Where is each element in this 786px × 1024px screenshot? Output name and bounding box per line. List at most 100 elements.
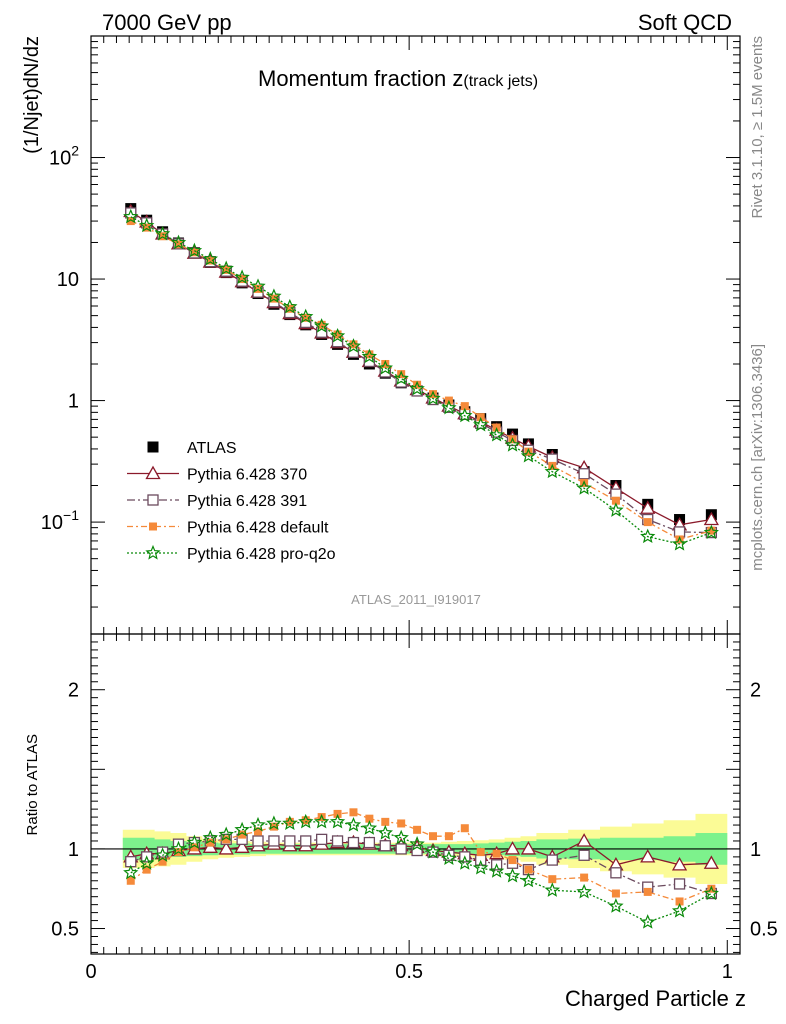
ratio-point bbox=[156, 846, 169, 858]
top-point bbox=[457, 407, 473, 423]
top-point bbox=[190, 248, 199, 257]
ratio-point bbox=[139, 855, 155, 870]
top-point bbox=[611, 496, 620, 505]
ratio-point bbox=[234, 839, 250, 853]
top-point bbox=[397, 370, 406, 379]
top-series-4 bbox=[123, 208, 719, 551]
legend-item: Pythia 6.428 pro-q2o bbox=[127, 544, 336, 563]
top-point bbox=[218, 260, 234, 276]
legend-label: Pythia 6.428 391 bbox=[187, 493, 307, 510]
ratio-point bbox=[206, 838, 215, 847]
ratio-point bbox=[643, 887, 652, 896]
top-point bbox=[524, 447, 533, 456]
top-panel-frame bbox=[90, 35, 741, 635]
ratio-point bbox=[238, 830, 247, 839]
ratio-y-tick-label-left: 0.5 bbox=[51, 919, 79, 941]
top-point bbox=[578, 468, 590, 480]
ratio-point bbox=[365, 814, 374, 823]
ratio-point bbox=[508, 856, 517, 865]
legend-item: Pythia 6.428 default bbox=[127, 520, 329, 537]
ratio-point bbox=[254, 827, 263, 836]
ratio-point bbox=[460, 824, 469, 833]
ratio-y-tick-label-right: 0.5 bbox=[750, 919, 778, 941]
top-point bbox=[640, 500, 656, 514]
ratio-point bbox=[610, 867, 622, 879]
ratio-point bbox=[457, 855, 473, 870]
ratio-point bbox=[397, 819, 406, 828]
ratio-point bbox=[218, 841, 234, 855]
top-point bbox=[409, 380, 425, 396]
top-point bbox=[640, 528, 656, 544]
ratio-point bbox=[703, 885, 719, 901]
ratio-point bbox=[361, 820, 378, 835]
top-point bbox=[608, 502, 624, 517]
ratio-point bbox=[186, 834, 203, 850]
ratio-y-tick-label-right: 1 bbox=[750, 839, 761, 861]
top-point bbox=[473, 416, 489, 432]
legend-item: Pythia 6.428 391 bbox=[127, 493, 307, 510]
top-point bbox=[544, 463, 560, 479]
top-point bbox=[441, 399, 457, 415]
ratio-point bbox=[282, 815, 298, 830]
legend-label: Pythia 6.428 default bbox=[187, 520, 329, 537]
ratio-point bbox=[411, 844, 423, 857]
ratio-point bbox=[154, 847, 171, 862]
top-point bbox=[381, 359, 390, 368]
ratio-y-tick-label-right: 2 bbox=[750, 680, 761, 702]
mcplots-label: mcplots.cern.ch [arXiv:1306.3436] bbox=[749, 344, 766, 571]
ratio-point bbox=[492, 849, 501, 858]
ratio-point bbox=[252, 835, 264, 847]
ratio-point bbox=[548, 875, 557, 884]
energy-label: 7000 GeV pp bbox=[102, 10, 232, 35]
ratio-point bbox=[444, 832, 453, 841]
top-point bbox=[317, 320, 326, 329]
top-y-tick-label: 10 bbox=[57, 269, 79, 291]
ratio-point bbox=[671, 902, 688, 918]
tick-label-base: 10 bbox=[57, 269, 79, 291]
top-point bbox=[365, 350, 374, 359]
legend-label: Pythia 6.428 370 bbox=[187, 467, 307, 484]
tick-label-exponent: 2 bbox=[71, 143, 79, 159]
ratio-y-axis-label: Ratio to ATLAS bbox=[24, 734, 41, 835]
top-y-tick-label: 102 bbox=[49, 143, 79, 170]
top-point bbox=[298, 308, 314, 324]
ratio-point bbox=[441, 850, 457, 865]
ratio-y-tick-label-left: 1 bbox=[68, 839, 79, 861]
tick-label-base: 1 bbox=[68, 391, 79, 413]
ratio-point bbox=[234, 821, 250, 837]
axis-ticks bbox=[90, 36, 740, 954]
top-point bbox=[314, 318, 330, 333]
ratio-point bbox=[222, 835, 231, 844]
ratio-point bbox=[202, 829, 218, 845]
ratio-point bbox=[381, 817, 390, 826]
ratio-point bbox=[298, 813, 314, 829]
top-point bbox=[285, 304, 294, 313]
ratio-point bbox=[611, 889, 620, 898]
ratio-point bbox=[317, 813, 326, 822]
ratio-point bbox=[379, 840, 391, 852]
top-point bbox=[425, 390, 441, 406]
ratio-point bbox=[123, 864, 139, 880]
ratio-point bbox=[126, 876, 135, 885]
ratio-point bbox=[331, 835, 344, 847]
top-point bbox=[142, 223, 151, 232]
ratio-point bbox=[333, 809, 342, 818]
tick-label-base: 10 bbox=[41, 512, 63, 534]
ratio-point bbox=[158, 857, 167, 866]
top-point bbox=[377, 360, 393, 375]
ratio-point bbox=[285, 817, 294, 826]
top-point bbox=[703, 524, 719, 540]
tick-label-base: 10 bbox=[49, 148, 71, 170]
top-series-line bbox=[130, 220, 712, 541]
ratio-y-tick-label-left: 2 bbox=[68, 680, 79, 702]
legend-label: ATLAS bbox=[187, 440, 237, 457]
ratio-point bbox=[301, 816, 310, 825]
top-point bbox=[703, 511, 719, 526]
ratio-point bbox=[520, 841, 537, 855]
ratio-point bbox=[347, 836, 360, 849]
ratio-point bbox=[266, 815, 282, 830]
legend-item: ATLAS bbox=[147, 440, 237, 457]
ratio-point bbox=[315, 833, 328, 846]
ratio-point bbox=[190, 843, 199, 852]
